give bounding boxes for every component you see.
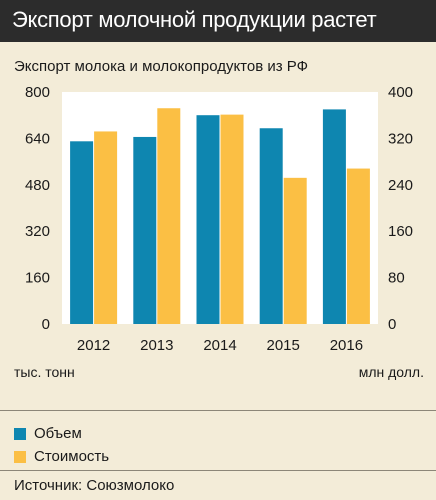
divider-top xyxy=(0,410,436,411)
left-tick-label-320: 320 xyxy=(25,223,50,240)
x-tick-label-2014: 2014 xyxy=(203,337,236,354)
volume-bar-2013 xyxy=(133,136,157,324)
volume-bar-2016 xyxy=(322,109,346,325)
x-tick-label-2015: 2015 xyxy=(267,337,300,354)
chart-subtitle: Экспорт молока и молокопродуктов из РФ xyxy=(14,58,309,75)
value-bar-2012 xyxy=(94,131,118,324)
left-axis-ticks: 0 160 320 480 640 800 xyxy=(25,84,50,333)
source-note: Источник: Союзмолоко xyxy=(14,477,175,494)
right-tick-label-0: 0 xyxy=(388,316,396,333)
divider-bottom xyxy=(0,470,436,471)
legend-label-volume: Объем xyxy=(34,425,82,442)
x-axis-ticks: 2012 2013 2014 2015 2016 xyxy=(77,337,363,354)
right-axis-unit: млн долл. xyxy=(358,364,424,380)
legend-label-value: Стоимость xyxy=(34,448,110,465)
right-tick-label-240: 240 xyxy=(388,177,413,194)
legend-swatch-volume xyxy=(14,427,26,440)
right-axis-ticks: 0 80 160 240 320 400 xyxy=(388,84,413,333)
right-tick-label-160: 160 xyxy=(388,223,413,240)
legend-item-volume: Объем xyxy=(14,425,82,442)
value-bar-2013 xyxy=(157,108,181,325)
value-bar-2016 xyxy=(346,168,370,324)
title-bar: Экспорт молочной продукции растет xyxy=(0,0,436,42)
volume-bar-2014 xyxy=(196,115,220,324)
volume-bar-2015 xyxy=(259,128,283,324)
left-tick-label-480: 480 xyxy=(25,177,50,194)
x-tick-label-2016: 2016 xyxy=(330,337,363,354)
left-tick-label-0: 0 xyxy=(42,316,50,333)
legend-item-value: Стоимость xyxy=(14,448,109,465)
right-tick-label-400: 400 xyxy=(388,84,413,101)
left-tick-label-640: 640 xyxy=(25,130,50,147)
value-bar-2014 xyxy=(220,114,244,325)
legend-swatch-value xyxy=(14,450,26,463)
page-title: Экспорт молочной продукции растет xyxy=(12,7,377,32)
x-tick-label-2013: 2013 xyxy=(140,337,173,354)
x-tick-label-2012: 2012 xyxy=(77,337,110,354)
bars-group xyxy=(70,108,370,325)
right-tick-label-80: 80 xyxy=(388,270,405,287)
left-tick-label-160: 160 xyxy=(25,270,50,287)
right-tick-label-320: 320 xyxy=(388,130,413,147)
volume-bar-2012 xyxy=(70,141,94,324)
left-axis-unit: тыс. тонн xyxy=(14,364,75,380)
left-tick-label-800: 800 xyxy=(25,84,50,101)
value-bar-2015 xyxy=(283,177,307,324)
